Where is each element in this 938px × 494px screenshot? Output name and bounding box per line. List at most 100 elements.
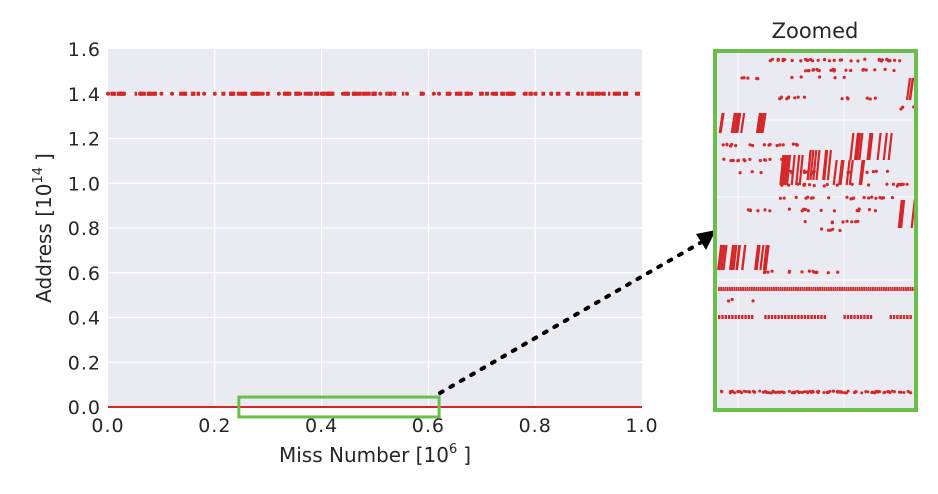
inset-point bbox=[803, 315, 807, 319]
inset-point bbox=[787, 315, 790, 319]
inset-point bbox=[784, 315, 787, 319]
inset-point bbox=[833, 76, 837, 80]
inset-point bbox=[834, 287, 837, 291]
inset-point bbox=[863, 287, 865, 291]
inset-point bbox=[852, 287, 854, 291]
data-point bbox=[479, 91, 484, 96]
inset-streak bbox=[754, 244, 760, 271]
inset-point bbox=[780, 170, 785, 174]
x-axis-label-end: ] bbox=[463, 443, 471, 467]
inset-point bbox=[812, 184, 816, 188]
inset-point bbox=[865, 96, 869, 100]
data-point bbox=[143, 91, 146, 96]
inset-point bbox=[873, 68, 877, 72]
inset-point bbox=[777, 315, 780, 319]
inset-point bbox=[764, 287, 766, 291]
x-tick-label: 0.2 bbox=[198, 415, 231, 437]
data-point bbox=[541, 91, 546, 96]
inset-point bbox=[811, 390, 815, 394]
inset-streak bbox=[762, 244, 768, 271]
data-point bbox=[256, 91, 262, 96]
inset-point bbox=[854, 390, 858, 394]
inset-streak bbox=[741, 244, 747, 271]
inset-point bbox=[790, 287, 793, 291]
inset-point bbox=[775, 144, 779, 148]
inset-point bbox=[867, 287, 870, 291]
inset-streak bbox=[730, 244, 736, 271]
inset-point bbox=[745, 390, 748, 394]
inset-point bbox=[781, 143, 785, 147]
inset-point bbox=[797, 287, 799, 291]
inset-point bbox=[780, 183, 784, 187]
inset-point bbox=[736, 389, 740, 393]
inset-point bbox=[872, 287, 874, 291]
inset-point bbox=[822, 184, 826, 188]
inset-point bbox=[807, 69, 811, 73]
data-point bbox=[616, 91, 620, 96]
inset-streak bbox=[855, 132, 861, 161]
inset-point bbox=[757, 287, 760, 291]
inset-point bbox=[891, 182, 896, 186]
data-point bbox=[229, 91, 234, 96]
data-point bbox=[303, 91, 309, 96]
data-point bbox=[500, 91, 506, 96]
inset-point bbox=[795, 287, 797, 291]
inset-streak bbox=[783, 154, 789, 186]
inset-point bbox=[806, 391, 810, 395]
inset-point bbox=[762, 143, 767, 147]
data-point bbox=[419, 91, 424, 96]
inset-point bbox=[725, 143, 729, 147]
data-point bbox=[153, 91, 157, 96]
main-data bbox=[106, 91, 642, 408]
inset-point bbox=[807, 183, 812, 187]
inset-point bbox=[734, 315, 737, 319]
inset-point bbox=[812, 287, 815, 291]
inset-streak bbox=[757, 112, 763, 134]
inset-point bbox=[827, 59, 832, 63]
data-point bbox=[405, 91, 410, 96]
inset-point bbox=[780, 157, 784, 161]
inset-point bbox=[831, 389, 835, 393]
inset-point bbox=[748, 390, 752, 394]
inset-point bbox=[846, 97, 850, 101]
data-point bbox=[286, 91, 292, 96]
inset-streak bbox=[849, 132, 855, 161]
inset-point bbox=[838, 228, 842, 233]
inset-streak bbox=[722, 244, 728, 271]
zoom-arrow bbox=[438, 230, 716, 395]
inset-point bbox=[899, 107, 903, 111]
data-point bbox=[493, 91, 498, 96]
inset-point bbox=[742, 287, 744, 291]
data-point bbox=[530, 91, 533, 96]
inset-point bbox=[775, 287, 777, 291]
inset-point bbox=[729, 287, 731, 291]
data-point bbox=[116, 91, 121, 96]
inset-streak bbox=[740, 112, 746, 134]
data-point bbox=[242, 91, 247, 96]
inset-point bbox=[905, 287, 907, 291]
y-tick-label: 0.2 bbox=[68, 352, 101, 374]
data-point bbox=[253, 91, 257, 96]
inset-point bbox=[812, 270, 816, 274]
inset-point bbox=[847, 170, 851, 174]
inset-streak bbox=[909, 77, 915, 101]
inset-point bbox=[896, 315, 899, 319]
inset-point bbox=[752, 390, 756, 394]
inset-point bbox=[818, 75, 822, 79]
y-tick-label: 1.0 bbox=[68, 173, 101, 195]
inset-point bbox=[721, 315, 724, 319]
data-point bbox=[447, 91, 451, 96]
x-tick-label: 0.8 bbox=[519, 415, 552, 437]
inset-point bbox=[788, 287, 791, 291]
inset-point bbox=[883, 67, 887, 71]
inset-point bbox=[764, 315, 767, 319]
inset-point bbox=[836, 270, 840, 274]
y-tick-label: 0.4 bbox=[68, 308, 101, 330]
inset-point bbox=[856, 219, 860, 223]
inset-point bbox=[890, 389, 894, 393]
data-point bbox=[372, 91, 377, 96]
inset-point bbox=[909, 287, 912, 291]
inset-point bbox=[854, 287, 857, 291]
x-axis-label: Miss Number [106] bbox=[279, 442, 471, 467]
